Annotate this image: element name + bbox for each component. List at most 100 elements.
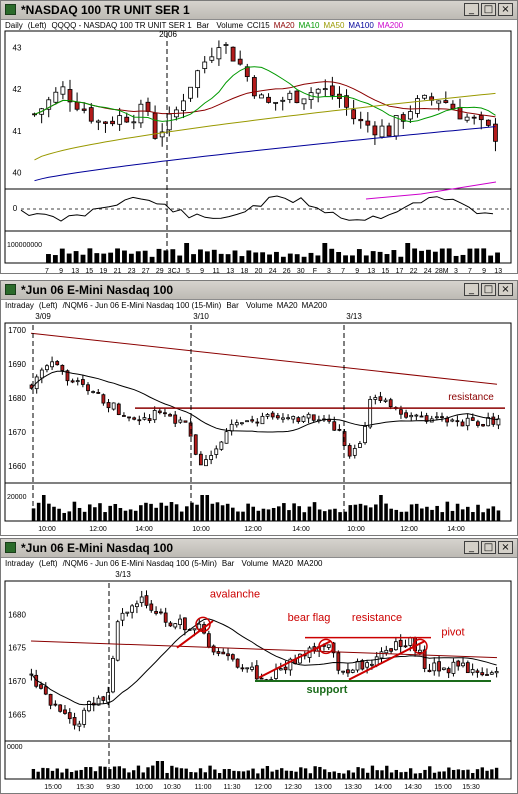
candle-body (67, 712, 72, 720)
volume-bar (294, 771, 298, 779)
15min-chart-svg[interactable]: 1700 1690 1680 1670 1660 3/09 3/10 3/13 resistan… (1, 299, 517, 535)
candle-body (368, 398, 373, 428)
volume-bar (213, 769, 217, 779)
tick-label: 0000 (7, 744, 23, 751)
volume-bar (79, 769, 83, 779)
chart-window-15min[interactable]: *Jun 06 E-Mini Nasdaq 100 _ □ × Intraday… (0, 280, 518, 536)
minimize-button[interactable]: _ (464, 3, 479, 16)
volume-bar (179, 768, 184, 779)
volume-bar (284, 770, 289, 779)
candle-body (219, 441, 224, 450)
volume-bar (57, 508, 61, 521)
candle-body (465, 417, 470, 427)
candle-body (216, 651, 221, 654)
volume-bar (358, 503, 363, 521)
candle-body (39, 684, 43, 689)
candle-body (101, 394, 106, 404)
volume-bar (297, 506, 301, 521)
tick-label: 28M (435, 268, 449, 273)
candle-body (120, 612, 125, 621)
bear-flag-trendline (258, 640, 332, 679)
volume-bar (98, 503, 102, 521)
volume-bar (93, 507, 97, 521)
candle-body (370, 663, 374, 666)
candle-body (417, 649, 422, 653)
close-button[interactable]: × (498, 283, 513, 296)
minimize-button[interactable]: _ (464, 541, 479, 554)
tick-label: 3/13 (346, 312, 362, 321)
volume-bar (163, 250, 169, 263)
candle-body (450, 103, 456, 110)
volume-bar (74, 770, 79, 779)
maximize-button[interactable]: □ (481, 283, 496, 296)
window-titlebar[interactable]: *Jun 06 E-Mini Nasdaq 100 _ □ × (1, 539, 517, 558)
candle-body (414, 414, 419, 417)
tick-label: 9 (482, 268, 486, 273)
candle-body (245, 667, 250, 670)
candle-body (72, 717, 77, 726)
close-button[interactable]: × (498, 541, 513, 554)
cci-line (20, 195, 494, 222)
candle-body (240, 667, 245, 670)
indicator-label: MA20 (272, 559, 294, 568)
candle-body (489, 672, 494, 675)
interval-label: Intraday (5, 301, 34, 310)
volume-bar (55, 768, 59, 779)
interval-label: Daily (5, 21, 23, 30)
candle-body (91, 391, 96, 393)
maximize-button[interactable]: □ (481, 541, 496, 554)
candle-body (306, 413, 311, 419)
bear-flag-circle (318, 638, 334, 655)
candle-body (346, 669, 350, 674)
volume-bar (135, 251, 141, 263)
chart-window-5min[interactable]: *Jun 06 E-Mini Nasdaq 100 _ □ × Intraday… (0, 538, 518, 794)
close-button[interactable]: × (498, 3, 513, 16)
volume-bar (346, 770, 351, 779)
maximize-button[interactable]: □ (481, 3, 496, 16)
tick-label: 13 (71, 268, 79, 273)
volume-bar (72, 501, 77, 521)
volume-bar (356, 767, 360, 779)
volume-bar (112, 766, 117, 779)
candle-body (291, 416, 296, 420)
candle-body (95, 120, 101, 123)
volume-bar (36, 502, 41, 521)
tick-label: 7 (341, 268, 345, 273)
candle-body (427, 669, 432, 672)
volume-bar (73, 251, 79, 263)
volume-bar (287, 253, 293, 263)
window-titlebar[interactable]: *Jun 06 E-Mini Nasdaq 100 _ □ × (1, 281, 517, 300)
volume-bar (164, 505, 169, 521)
candle-body (159, 131, 165, 138)
volume-bar (404, 511, 409, 521)
candle-body (434, 416, 439, 419)
volume-bar (467, 248, 473, 263)
window-titlebar[interactable]: *NASDAQ 100 TR UNIT SER 1 _ □ × (1, 1, 517, 20)
indicator-label: Volume (216, 21, 244, 30)
volume-bar (327, 772, 332, 779)
volume-bar (165, 772, 169, 779)
chart-window-daily[interactable]: *NASDAQ 100 TR UNIT SER 1 _ □ × Daily (Le… (0, 0, 518, 274)
candle-body (281, 417, 285, 420)
tick-label: 27 (142, 268, 150, 273)
tick-label: 24 (424, 268, 432, 273)
minimize-button[interactable]: _ (464, 283, 479, 296)
volume-bar (271, 507, 276, 521)
volume-bar (203, 772, 207, 779)
candle-body (67, 89, 73, 103)
candle-body (432, 662, 437, 672)
indicator-label: MA200 (377, 21, 404, 30)
5min-chart-svg[interactable]: 1680 1675 1670 1665 3/13 avalanche bear flag re… (1, 557, 517, 793)
volume-bar (317, 509, 322, 521)
candle-body (183, 420, 188, 423)
volume-bar (220, 505, 225, 521)
tick-label: 23 (128, 268, 136, 273)
volume-bar (343, 511, 347, 521)
volume-bar (227, 768, 231, 779)
volume-bar (460, 254, 466, 263)
volume-bar (231, 507, 235, 521)
candle-body (81, 108, 87, 111)
volume-bar (404, 771, 408, 779)
volume-bar (211, 249, 217, 263)
